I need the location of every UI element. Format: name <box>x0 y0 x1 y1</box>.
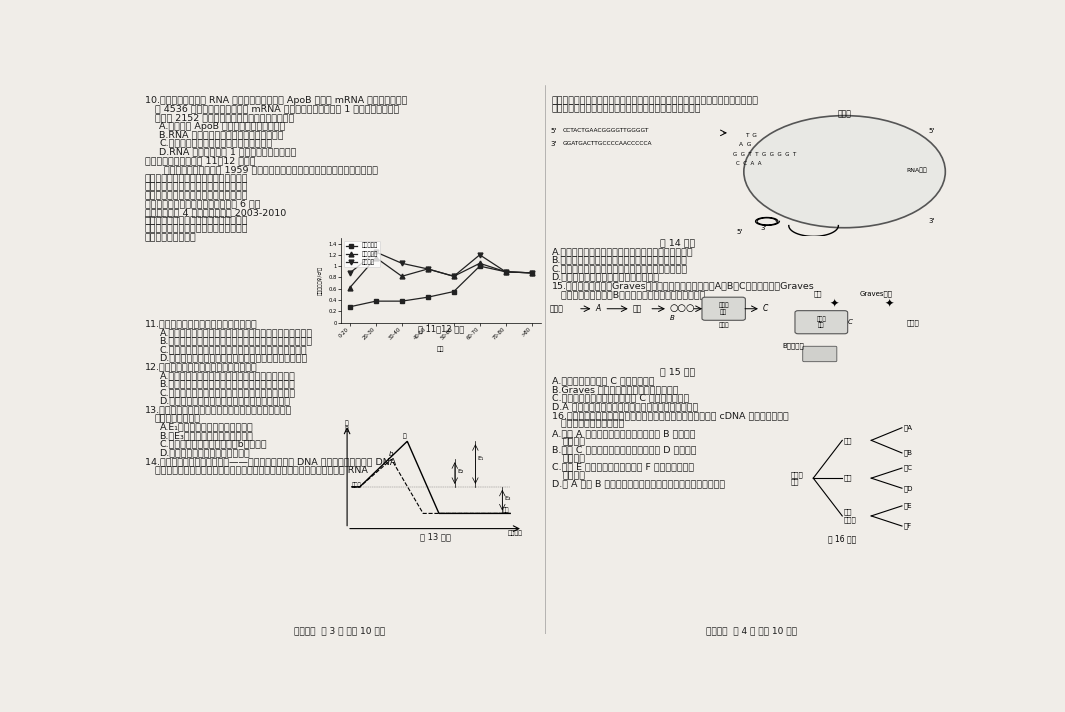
Text: C.健康人体内通过反馈调节保持 C 激素的正常浓度: C.健康人体内通过反馈调节保持 C 激素的正常浓度 <box>552 394 689 402</box>
Text: D.该群落具有复杂的水平结构和明显的季节性变化: D.该群落具有复杂的水平结构和明显的季节性变化 <box>160 397 291 406</box>
Text: 的端粒酶催化合成端粒重复序列的过程。下列叙述正确的是: 的端粒酶催化合成端粒重复序列的过程。下列叙述正确的是 <box>552 105 701 114</box>
Text: 10.生物体内存在一种 RNA 编辑现象。哺乳动物 ApoB 基因的 mRNA 在肝中能翻译为: 10.生物体内存在一种 RNA 编辑现象。哺乳动物 ApoB 基因的 mRNA … <box>145 96 407 105</box>
Text: C.若将酶改为无机催化剂，则b点应上移: C.若将酶改为无机催化剂，则b点应上移 <box>160 439 267 449</box>
Text: C.当四膜虫细胞即将达到增殖上限时开始表达端粒酶: C.当四膜虫细胞即将达到增殖上限时开始表达端粒酶 <box>552 264 688 273</box>
Text: D.四膜虫端粒酶的物质组成与核糖体不同: D.四膜虫端粒酶的物质组成与核糖体不同 <box>552 273 659 281</box>
Text: 异株植物黄连木进行调查研究，其中一项: 异株植物黄连木进行调查研究，其中一项 <box>145 225 248 234</box>
Text: B.小种群黄连木随时间变化出生率不变，种群数量基本稳定: B.小种群黄连木随时间变化出生率不变，种群数量基本稳定 <box>160 337 313 345</box>
Text: A.E₁表示酶催化反应所需的活化能: A.E₁表示酶催化反应所需的活化能 <box>160 423 253 431</box>
Text: B.若库 C 中含促甲状腺激素基因，则库 D 中不含胰: B.若库 C 中含促甲状腺激素基因，则库 D 中不含胰 <box>552 446 697 455</box>
Text: A.若库 A 中不含甲状腺激素基因，则库 B 中含血红: A.若库 A 中不含甲状腺激素基因，则库 B 中含血红 <box>552 429 695 438</box>
Text: 千岛湖国家森林公园是 1959 年新安江大坝建成后形成的人工湖泊，其内大小岛: 千岛湖国家森林公园是 1959 年新安江大坝建成后形成的人工湖泊，其内大小岛 <box>154 165 378 174</box>
Text: C.该碱基替换可能导致终止密码子提前出现: C.该碱基替换可能导致终止密码子提前出现 <box>160 139 273 147</box>
Text: 第 13 题图: 第 13 题图 <box>420 532 450 541</box>
Text: 模板，用于合成端粒中的重复序列，从而维持端粒的长度。如图表示四膜虫细胞内: 模板，用于合成端粒中的重复序列，从而维持端粒的长度。如图表示四膜虫细胞内 <box>552 96 758 105</box>
Text: 丰富多样，近年新增长期定居的留鸟 6 种、: 丰富多样，近年新增长期定居的留鸟 6 种、 <box>145 199 260 209</box>
Text: 下列叙述正确的是: 下列叙述正确的是 <box>154 414 201 423</box>
Text: 岛素基因: 岛素基因 <box>562 454 586 464</box>
Text: 复制都会让端粒变短，这是细胞不能无限增殖的原因之一。端粒酶内含一个 RNA: 复制都会让端粒变短，这是细胞不能无限增殖的原因之一。端粒酶内含一个 RNA <box>154 466 367 475</box>
Text: 量的基因: 量的基因 <box>562 471 586 480</box>
Text: 15.如图表示健康人和Graves病人激素分泌的调节机制。A、B、C为三种激素，Graves: 15.如图表示健康人和Graves病人激素分泌的调节机制。A、B、C为三种激素，… <box>552 282 815 290</box>
Text: 调查结果如图所示。: 调查结果如图所示。 <box>145 234 197 242</box>
Text: 14.染色体的两端具特殊的结构——端粒，由许多短的 DNA 重复序列组成，每次 DNA: 14.染色体的两端具特殊的结构——端粒，由许多短的 DNA 重复序列组成，每次 … <box>145 457 396 466</box>
Text: 12.下列关于千岛湖群落的叙述，正确的是: 12.下列关于千岛湖群落的叙述，正确的是 <box>145 362 258 372</box>
Text: C.若库 E 中不含任何基因，则库 F 中可能含有很少: C.若库 E 中不含任何基因，则库 F 中可能含有很少 <box>552 463 693 472</box>
Text: B.若E₃越大，则酶的催化效率越高: B.若E₃越大，则酶的催化效率越高 <box>160 431 253 440</box>
Text: 13.无酶和有酶条件下某化学反应的能量变化如图所示。: 13.无酶和有酶条件下某化学反应的能量变化如图所示。 <box>145 406 292 415</box>
Text: 年期间对千岛湖各岛屿中风媒传粉的雌雄: 年期间对千岛湖各岛屿中风媒传粉的雌雄 <box>145 216 248 225</box>
Text: A.从模板、产物角度分析端粒酶的功能类似于逆转录酶: A.从模板、产物角度分析端粒酶的功能类似于逆转录酶 <box>552 247 693 256</box>
Text: 第 15 题图: 第 15 题图 <box>660 367 695 376</box>
Text: C.黄连木种群的性别比例随着种群个体数量的增加而下降: C.黄连木种群的性别比例随着种群个体数量的增加而下降 <box>160 345 307 354</box>
Text: 经济林混合、针阔林。千岛湖岛类物种也: 经济林混合、针阔林。千岛湖岛类物种也 <box>145 191 248 200</box>
Text: D.A 激素随血液运至垂体并进入细胞促进相关物质合成: D.A 激素随血液运至垂体并进入细胞促进相关物质合成 <box>552 402 698 411</box>
Text: 阅读下列材料，回答第 11、12 小题。: 阅读下列材料，回答第 11、12 小题。 <box>145 156 256 165</box>
Text: C.新增留鸟与群落中原有鸟类的生态位不会发生重叠: C.新增留鸟与群落中原有鸟类的生态位不会发生重叠 <box>160 388 296 397</box>
Text: B.RNA 编辑是转录后水平上的基因表达调控: B.RNA 编辑是转录后水平上的基因表达调控 <box>160 130 284 139</box>
Text: D.库 A 和库 B 含有相同的基因，但这些基因的长度一般有差别: D.库 A 和库 B 含有相同的基因，但这些基因的长度一般有差别 <box>552 480 725 488</box>
Text: 含 4536 个氨基酸的蛋白，但该 mRNA 在肠细胞中会被替换掉 1 个碱基，最终翻译: 含 4536 个氨基酸的蛋白，但该 mRNA 在肠细胞中会被替换掉 1 个碱基，… <box>154 105 399 114</box>
Text: A.不同海拔出现不同类型的植被属于群落的垂直结构: A.不同海拔出现不同类型的植被属于群落的垂直结构 <box>160 371 295 380</box>
Text: D.据图分析该化学反应为吸能反应: D.据图分析该化学反应为吸能反应 <box>160 448 250 457</box>
Text: B.Graves 病人可能会出现身体消瘦的现象: B.Graves 病人可能会出现身体消瘦的现象 <box>552 385 678 394</box>
Text: 夏、冬候鸟各 4 种。研究人员在 2003-2010: 夏、冬候鸟各 4 种。研究人员在 2003-2010 <box>145 208 286 217</box>
Text: 高三生试  第 4 页 （共 10 页）: 高三生试 第 4 页 （共 10 页） <box>706 627 797 636</box>
Text: 16.科研人员制作了某哺乳动物三个组织或细胞的基因组文库和 cDNA 文库，标号如图: 16.科研人员制作了某哺乳动物三个组织或细胞的基因组文库和 cDNA 文库，标号… <box>552 411 788 420</box>
Text: 为仅含 2152 个氨基酸的蛋白。下列叙述错误的是: 为仅含 2152 个氨基酸的蛋白。下列叙述错误的是 <box>154 113 294 122</box>
Text: 第 14 题图: 第 14 题图 <box>660 238 695 247</box>
Text: A.肠细胞中 ApoB 基因模板链发生相应改变: A.肠细胞中 ApoB 基因模板链发生相应改变 <box>160 122 285 130</box>
Text: A.大种群黄连木的年龄结构为衰退型，未来的种群数量减少: A.大种群黄连木的年龄结构为衰退型，未来的种群数量减少 <box>160 328 313 337</box>
Text: 屿星罗棋布。千岛湖植被丰富，随着海拔: 屿星罗棋布。千岛湖植被丰富，随着海拔 <box>145 174 248 183</box>
Text: B.人造林改变了群落演替的方向并增加了生物多样性: B.人造林改变了群落演替的方向并增加了生物多样性 <box>160 379 295 389</box>
Text: 上升，植被依次主要为人造林、常绿林和: 上升，植被依次主要为人造林、常绿林和 <box>145 182 248 192</box>
Text: 蛋白基因: 蛋白基因 <box>562 437 586 446</box>
Text: 第 11、12 题图: 第 11、12 题图 <box>417 324 464 333</box>
Text: D.小种群黄连木的性别比例波动幅度较大种群黄连木的大: D.小种群黄连木的性别比例波动幅度较大种群黄连木的大 <box>160 353 308 362</box>
Text: D.RNA 编辑可以实现 1 个基因表达出多种蛋白: D.RNA 编辑可以实现 1 个基因表达出多种蛋白 <box>160 147 297 156</box>
Text: 高三生试  第 3 页 （共 10 页）: 高三生试 第 3 页 （共 10 页） <box>294 627 384 636</box>
Text: 11.下列关于黄连木种群的叙述，正确的是: 11.下列关于黄连木种群的叙述，正确的是 <box>145 320 258 328</box>
Text: B.修复四膜虫的端粒时消耗的鸟嘌呤数大于胞嘧啶数: B.修复四膜虫的端粒时消耗的鸟嘌呤数大于胞嘧啶数 <box>552 256 688 265</box>
Text: A.图中的抗体能导致 C 激素持续分泌: A.图中的抗体能导致 C 激素持续分泌 <box>552 377 654 385</box>
Text: 所示。下列叙述错误的是: 所示。下列叙述错误的是 <box>552 419 624 429</box>
Text: 病人体内的抗体能与B激素竞争受体。下列叙述错误的是: 病人体内的抗体能与B激素竞争受体。下列叙述错误的是 <box>552 290 705 299</box>
